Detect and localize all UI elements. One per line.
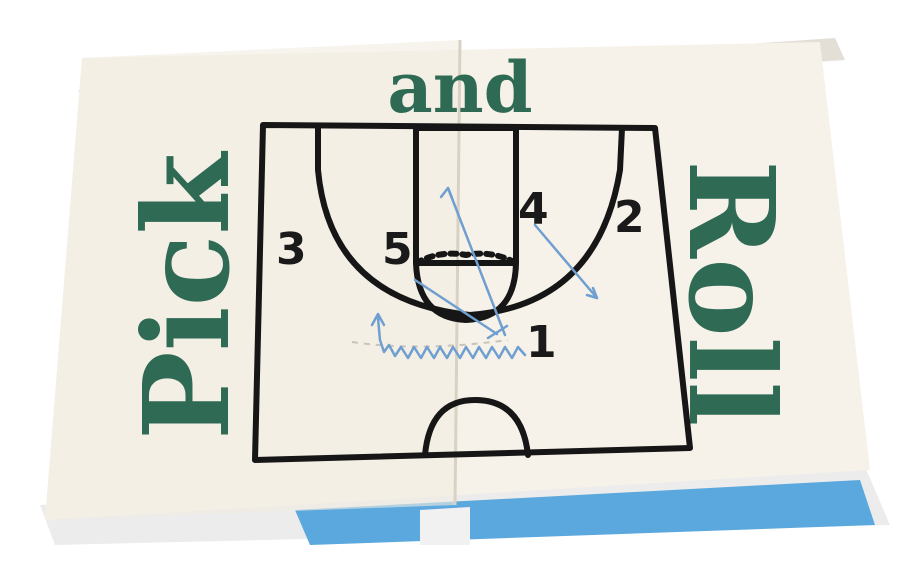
cut-arrow-1: [446, 186, 507, 337]
player-number-5: 5: [382, 224, 413, 275]
player-number-3: 3: [276, 224, 307, 275]
poster-sheet: [45, 39, 870, 520]
dribble-squiggle: [376, 316, 527, 360]
screen-bar: [486, 324, 509, 340]
screen-line: [413, 278, 499, 336]
player-number-2: 2: [614, 192, 645, 243]
play-arrows: [370, 186, 599, 360]
title-top-word: and: [387, 46, 532, 129]
basketball-court-diagram: [252, 122, 693, 463]
cut-arrow-2: [533, 223, 599, 300]
player-number-1: 1: [526, 317, 557, 368]
title-left-word: Pick: [117, 151, 256, 440]
player-number-4: 4: [518, 184, 549, 235]
faint-dashed-line: [351, 339, 509, 348]
